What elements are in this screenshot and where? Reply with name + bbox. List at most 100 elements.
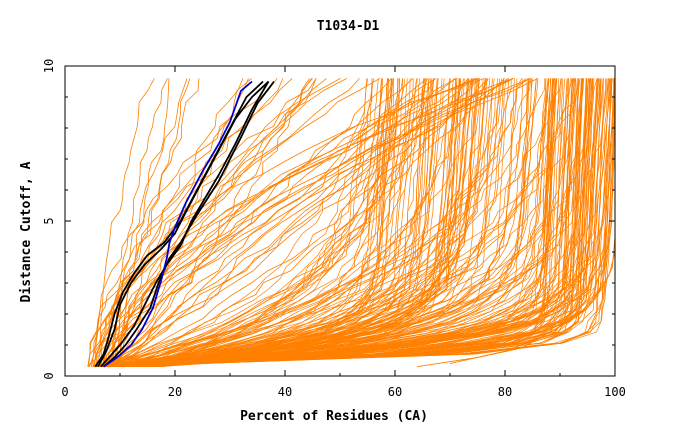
series-line [106,78,310,367]
series-line [96,78,522,368]
series-line [139,78,505,368]
series-line [146,78,572,366]
series-line [87,78,170,367]
y-tick-label: 5 [42,217,56,224]
series-line [449,251,616,365]
series-line [123,78,445,368]
series-line [151,78,587,366]
series-line [157,78,554,366]
series-line [105,78,317,368]
series-line [139,78,438,368]
series-line [147,78,615,366]
series-line [109,78,495,368]
series-line [113,78,392,367]
series-line [93,78,509,367]
series-line [136,78,613,366]
series-line [131,78,394,368]
series-line [111,78,489,368]
series-line [142,78,553,366]
series-line [110,78,389,368]
series-line [119,78,383,368]
x-tick-label: 20 [168,385,182,399]
series-line [116,78,462,368]
series-line [110,78,554,366]
series-line [92,78,514,367]
series-line [144,78,582,366]
x-axis-ticks: 0 20 40 60 80 100 [61,66,626,399]
series-line [115,78,464,368]
series-line [144,78,498,368]
series-line [112,78,557,366]
series-line [160,78,593,366]
series-line [117,78,427,368]
series-line [94,78,155,367]
series-line [146,78,486,368]
series-line [128,78,598,366]
series-line [132,78,600,366]
y-axis-ticks: 0 5 10 [42,59,615,380]
series-line [150,78,583,366]
black-series-line [100,81,270,368]
series-line [145,78,614,366]
series-line [151,78,457,368]
series-line [99,78,312,368]
series-line [96,78,531,367]
series-line [131,78,406,368]
series-line [115,78,360,367]
series-line [129,78,369,368]
series-line [137,78,591,366]
series-line [113,78,590,366]
series-line [100,78,526,368]
series-line [116,78,379,368]
series-line [107,78,200,367]
y-tick-label: 0 [42,372,56,379]
series-line [160,78,595,366]
series-line [103,78,252,367]
series-line [114,78,392,368]
series-line [96,78,458,368]
series-line [131,78,566,366]
series-line [162,78,388,368]
series-line [154,78,615,366]
series-line [127,78,575,366]
series-line [118,78,395,368]
y-tick-label: 10 [42,59,56,73]
series-line [120,78,429,368]
series-line [142,78,510,368]
series-line [147,78,560,366]
series-line [154,78,576,366]
x-tick-label: 100 [604,385,626,399]
series-line [157,78,438,368]
chart-title: T1034-D1 [317,19,380,34]
series-line [113,78,552,366]
highlight-series-layer [94,80,275,368]
black-series-line [102,80,275,368]
series-line [123,78,491,368]
series-line [147,78,382,368]
series-line [91,78,317,367]
y-axis-label: Distance Cutoff, A [19,161,34,302]
x-tick-label: 80 [498,385,512,399]
series-line [142,78,549,368]
series-line [156,78,368,368]
series-line [152,78,588,366]
series-line [151,78,583,366]
series-line [93,78,347,367]
series-line [157,78,610,366]
series-line [149,78,404,368]
series-line [134,78,393,368]
series-line [158,78,430,368]
series-line [142,78,607,366]
series-line [104,78,437,368]
series-line [141,78,504,368]
series-line [155,78,479,368]
series-line [117,78,539,367]
series-line [103,78,373,368]
series-line [110,78,465,368]
series-line [123,78,562,366]
series-line [119,78,434,368]
series-line [133,78,612,366]
series-line [103,78,327,367]
series-layer [87,78,616,368]
